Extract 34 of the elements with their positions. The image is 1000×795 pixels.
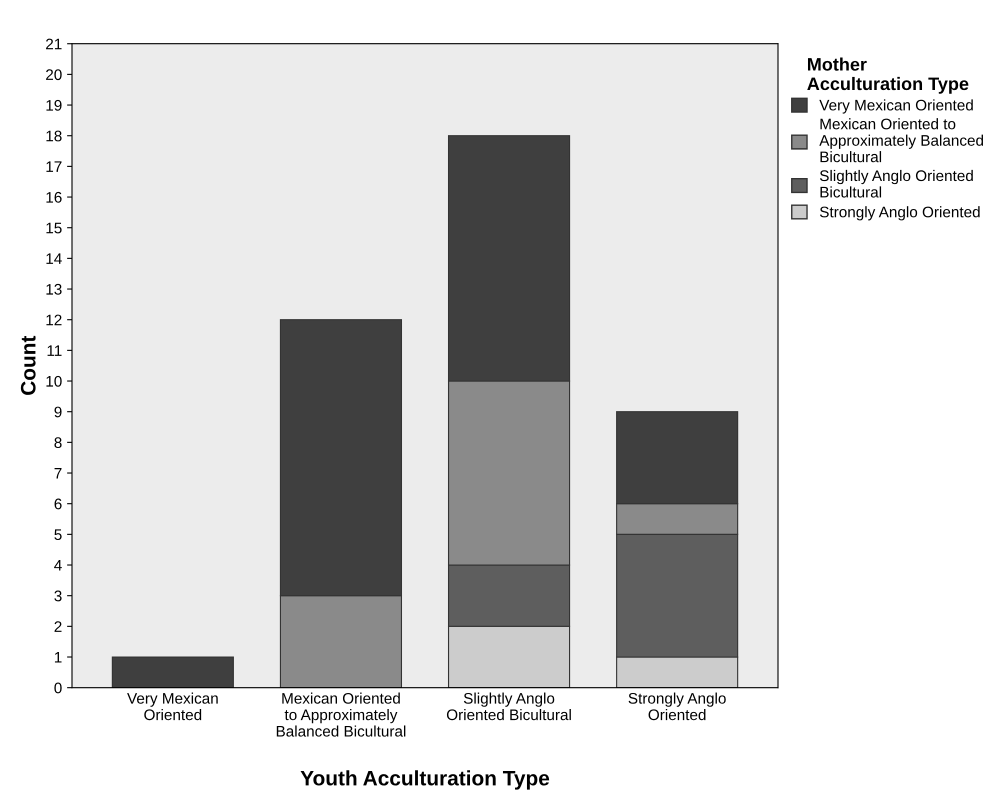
y-tick-label: 20: [46, 69, 62, 80]
y-tick-label: 10: [46, 376, 62, 387]
y-tick-label: 19: [46, 100, 62, 111]
y-tick-label: 8: [54, 437, 62, 448]
bar: [112, 656, 234, 688]
legend-label: Very Mexican Oriented: [819, 99, 973, 114]
y-tick-label: 5: [54, 529, 62, 540]
x-axis-title: Youth Acculturation Type: [300, 770, 550, 790]
y-tick-label: 3: [54, 590, 62, 602]
y-tick-label: 16: [46, 192, 62, 203]
x-tick-label: Strongly Anglo Oriented: [628, 692, 726, 720]
legend-label: Mexican Oriented to Approximately Balanced Bicultural: [819, 118, 984, 162]
x-tick-label: Mexican Oriented to Approximately Balanced Bicultural: [276, 692, 406, 737]
y-tick-label: 11: [48, 345, 62, 356]
y-tick-label: 9: [54, 406, 62, 418]
y-tick-label: 1: [54, 652, 62, 663]
x-tick-label: Very Mexican Oriented: [127, 692, 218, 720]
y-tick-label: 12: [46, 314, 62, 326]
y-tick-label: 15: [46, 222, 62, 234]
y-tick-label: 4: [54, 560, 62, 571]
y-tick-label: 14: [46, 253, 62, 264]
y-tick-label: 21: [46, 38, 62, 50]
y-tick-label: 7: [54, 468, 62, 479]
y-tick-label: 0: [54, 682, 62, 694]
x-tick-label: Slightly Anglo Oriented Bicultural: [446, 692, 571, 720]
y-tick-label: 17: [46, 161, 62, 172]
y-tick-label: 13: [46, 284, 62, 295]
y-tick-label: 18: [46, 130, 62, 142]
legend-label: Strongly Anglo Oriented: [820, 206, 980, 220]
y-tick-label: 6: [54, 498, 62, 510]
y-tick-label: 2: [54, 621, 62, 632]
legend-title: Mother Acculturation Type: [807, 57, 968, 94]
y-axis-title: Count: [20, 336, 36, 395]
legend-label: Slightly Anglo Oriented Bicultural: [820, 170, 973, 198]
